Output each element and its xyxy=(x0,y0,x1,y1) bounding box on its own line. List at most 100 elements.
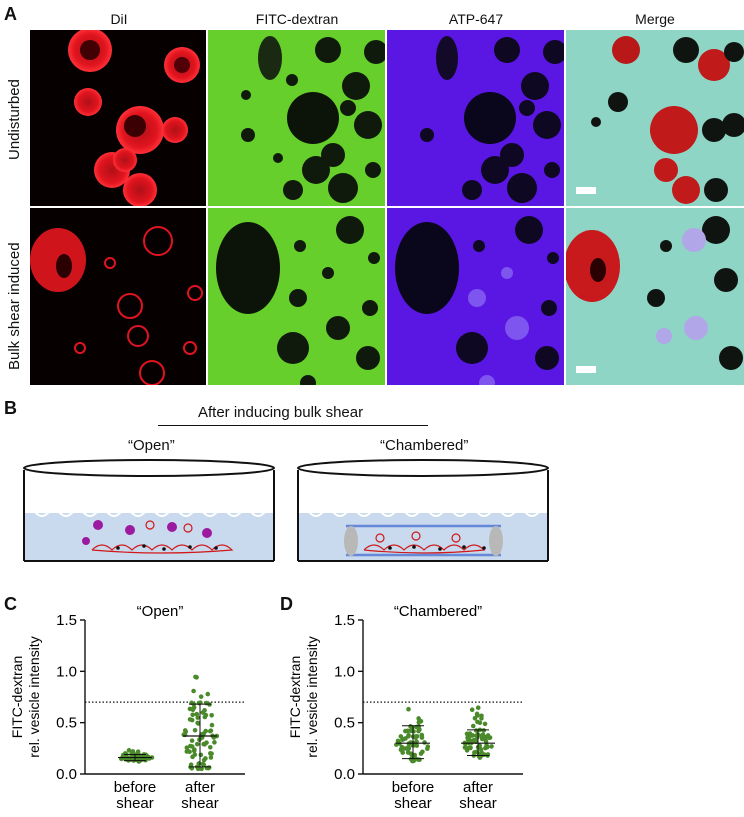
data-point xyxy=(419,732,425,738)
data-point xyxy=(194,741,200,747)
y-axis-label: FITC-dextranrel. vesicle intensity xyxy=(9,636,42,757)
data-point xyxy=(193,674,198,680)
data-point xyxy=(203,728,209,734)
y-tick-label: 0.0 xyxy=(56,766,77,783)
data-point xyxy=(406,733,411,739)
data-point xyxy=(184,745,190,751)
data-point xyxy=(188,762,194,768)
chart-title: “Open” xyxy=(137,603,184,620)
data-point xyxy=(212,740,217,745)
data-point xyxy=(465,737,471,743)
data-point xyxy=(475,713,480,718)
data-point xyxy=(192,727,198,733)
row-header-bulk-shear: Bulk shear induced xyxy=(6,242,23,370)
data-point xyxy=(481,728,487,733)
micrograph-fitc-sheared xyxy=(208,208,385,385)
data-point xyxy=(199,766,204,772)
data-point xyxy=(208,755,214,760)
x-tick-label: before shear xyxy=(114,779,157,812)
data-point xyxy=(479,736,485,742)
x-tick-label: after shear xyxy=(181,779,219,812)
micrograph-merge-undisturbed xyxy=(566,30,744,206)
data-point xyxy=(395,738,401,744)
data-point xyxy=(470,738,475,744)
data-point xyxy=(195,720,200,726)
panel-a-letter: A xyxy=(4,4,17,24)
scale-bar xyxy=(576,187,596,194)
data-point xyxy=(201,757,207,763)
y-tick-label: 1.5 xyxy=(56,612,77,629)
data-point xyxy=(467,731,473,736)
y-axis-label: FITC-dextranrel. vesicle intensity xyxy=(287,636,320,757)
data-point xyxy=(408,724,413,729)
data-point xyxy=(190,712,196,718)
x-tick-label: before shear xyxy=(392,779,435,812)
data-point xyxy=(489,744,494,749)
panel-c-letter: C xyxy=(4,594,17,614)
data-point xyxy=(414,734,420,739)
y-tick-label: 1.0 xyxy=(334,663,355,680)
data-point xyxy=(484,743,489,748)
data-point xyxy=(200,761,206,767)
data-point xyxy=(183,729,189,735)
data-point xyxy=(409,728,415,733)
data-point xyxy=(418,751,424,756)
data-point xyxy=(482,721,488,727)
column-header-fitc: FITC-dextran xyxy=(255,11,339,27)
dish-label-chambered: “Chambered” xyxy=(380,437,469,454)
micrograph-atp-sheared xyxy=(387,208,564,385)
row-header-undisturbed: Undisturbed xyxy=(6,79,23,160)
data-point xyxy=(190,754,195,760)
data-point xyxy=(209,751,214,756)
data-point xyxy=(425,746,430,752)
data-point xyxy=(422,740,427,745)
data-point xyxy=(475,705,481,711)
panel-b-header-rule xyxy=(158,425,428,426)
panel-b-letter: B xyxy=(4,398,17,418)
data-point xyxy=(416,724,422,729)
y-tick-label: 0.0 xyxy=(334,766,355,783)
data-point xyxy=(478,747,484,752)
chart-chambered: “Chambered” FITC-dextranrel. vesicle inte… xyxy=(287,603,523,812)
data-point xyxy=(411,758,417,764)
schematic-open-dish xyxy=(23,459,275,562)
data-point xyxy=(198,752,204,758)
micrograph-dii-undisturbed xyxy=(30,30,206,206)
micrograph-dii-sheared xyxy=(30,208,206,385)
x-tick-label: after shear xyxy=(459,779,497,812)
data-point xyxy=(209,712,214,718)
data-point xyxy=(398,734,404,739)
y-tick-label: 1.5 xyxy=(334,612,355,629)
data-point xyxy=(190,706,196,711)
data-point xyxy=(205,691,211,697)
micrograph-fitc-undisturbed xyxy=(208,30,385,206)
data-point xyxy=(474,749,480,755)
micrograph-merge-sheared xyxy=(566,208,744,385)
data-point xyxy=(406,746,412,751)
column-header-atp: ATP-647 xyxy=(448,11,504,27)
data-point xyxy=(470,723,476,729)
data-point xyxy=(209,722,215,728)
data-point xyxy=(126,748,132,753)
y-tick-label: 0.5 xyxy=(56,715,77,732)
data-point xyxy=(485,752,491,757)
data-point xyxy=(468,745,473,750)
data-point xyxy=(136,759,142,764)
chart-title: “Chambered” xyxy=(394,603,482,620)
y-tick-label: 1.0 xyxy=(56,663,77,680)
data-point xyxy=(189,738,195,743)
data-point xyxy=(197,737,202,742)
data-point xyxy=(410,754,415,759)
data-point xyxy=(487,735,493,740)
dish-label-open: “Open” xyxy=(128,437,175,454)
data-point xyxy=(479,713,484,719)
column-header-merge: Merge xyxy=(635,11,675,27)
data-point xyxy=(191,688,196,694)
scale-bar xyxy=(576,366,596,373)
data-point xyxy=(477,720,483,726)
data-point xyxy=(403,728,408,734)
panel-b-header: After inducing bulk shear xyxy=(198,404,364,421)
chart-open: “Open” FITC-dextranrel. vesicle intensity… xyxy=(9,603,245,812)
data-point xyxy=(415,757,421,762)
y-tick-label: 0.5 xyxy=(334,715,355,732)
